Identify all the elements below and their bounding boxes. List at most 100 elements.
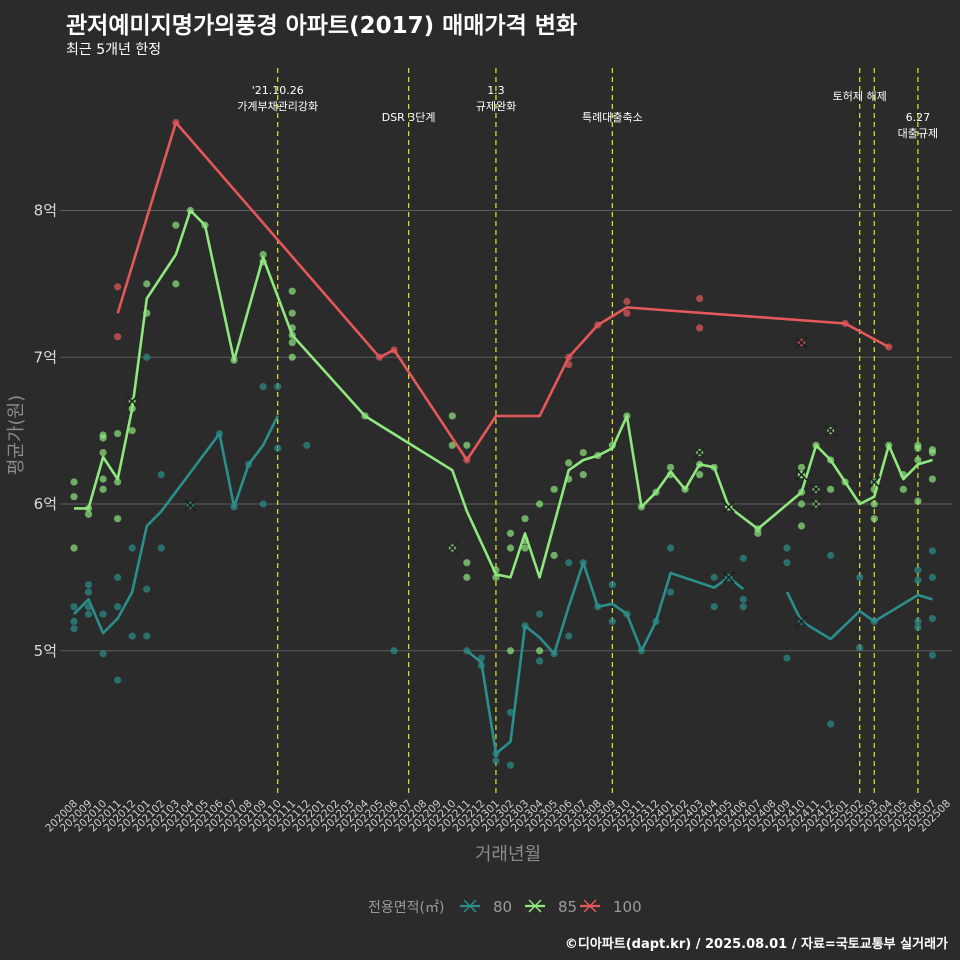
series-line [74, 209, 933, 579]
data-point [928, 547, 937, 555]
data-series [70, 118, 937, 769]
data-point [143, 632, 151, 640]
cross-stroke [824, 424, 837, 437]
data-point [84, 610, 93, 618]
data-point [99, 610, 107, 618]
data-point [696, 294, 704, 303]
data-point [70, 493, 78, 501]
data-point [914, 497, 922, 505]
cross-marker [868, 475, 881, 489]
data-point [288, 353, 296, 361]
data-point [448, 441, 456, 449]
data-point [506, 761, 515, 769]
data-point [914, 617, 922, 626]
data-point [928, 449, 937, 457]
data-point [288, 338, 296, 347]
y-tick-label: 6억 [34, 495, 57, 513]
data-point [114, 478, 122, 486]
data-point [914, 566, 922, 574]
data-point [899, 485, 907, 493]
cross-stroke [810, 497, 823, 511]
cross-marker [810, 497, 823, 511]
data-point [870, 500, 878, 508]
series-80 [70, 353, 937, 769]
data-point [666, 588, 675, 596]
legend-items: 80 85 100 [460, 898, 642, 916]
cross-stroke [184, 499, 197, 512]
legend-key-cross [463, 899, 477, 913]
data-point [259, 250, 267, 259]
data-point [70, 625, 78, 633]
event-label: 규제완화 [476, 100, 516, 113]
data-point [536, 657, 544, 665]
cross-marker [184, 499, 197, 512]
data-point [914, 623, 922, 631]
data-point [70, 544, 78, 552]
legend-label: 100 [613, 898, 642, 916]
data-point [550, 551, 558, 559]
legend-item-85: 85 [525, 898, 577, 916]
y-tick-label: 8억 [34, 202, 57, 220]
data-point [739, 554, 747, 562]
data-point [928, 573, 937, 581]
data-point [579, 471, 587, 479]
data-point [506, 708, 515, 716]
series-line [116, 121, 890, 462]
data-point [463, 559, 471, 567]
event-label: 특례대출축소 [582, 111, 643, 124]
data-point [143, 585, 151, 593]
chart-subtitle: 최근 5개년 한정 [66, 42, 162, 58]
cross-marker [795, 468, 808, 481]
data-point [288, 309, 296, 317]
data-point [754, 529, 762, 537]
series-line [73, 415, 279, 635]
data-point [565, 632, 573, 640]
cross-marker [795, 336, 808, 349]
data-point [783, 654, 791, 662]
data-point [492, 757, 500, 765]
cross-stroke [795, 615, 808, 628]
cross-marker [722, 500, 735, 513]
data-point [783, 544, 791, 552]
data-point [928, 475, 937, 483]
y-axis-title: 평균가(원) [6, 395, 27, 475]
data-point [928, 651, 937, 659]
data-point [99, 650, 107, 658]
data-point [259, 500, 267, 508]
data-point [536, 647, 544, 655]
event-label: '21.10.26 [252, 84, 304, 97]
cross-marker [824, 424, 837, 437]
data-point [623, 309, 631, 317]
data-point [448, 412, 456, 420]
legend-key-cross [583, 899, 597, 913]
series-100 [114, 118, 893, 464]
data-point [70, 617, 78, 626]
legend-item-100: 100 [580, 898, 642, 916]
data-point [856, 573, 864, 581]
data-point [506, 529, 515, 537]
data-point [274, 444, 282, 452]
cross-stroke [126, 395, 139, 408]
cross-stroke [868, 475, 881, 489]
data-point [128, 427, 136, 435]
chart-title: 관저예미지명가의풍경 아파트(2017) 매매가격 변화 [66, 13, 578, 39]
cross-stroke [795, 468, 808, 481]
data-point [565, 459, 573, 467]
cross-stroke [795, 336, 808, 349]
data-point [84, 510, 93, 518]
cross-stroke [810, 483, 823, 496]
data-point [463, 441, 471, 449]
data-point [303, 441, 311, 449]
cross-marker [810, 483, 823, 496]
data-point [506, 544, 515, 552]
event-label: 1.3 [487, 84, 505, 97]
data-point [521, 544, 529, 552]
event-label: 대출규제 [898, 127, 938, 140]
data-point [274, 383, 282, 391]
data-point [114, 333, 122, 341]
data-point [536, 610, 544, 618]
data-point [114, 283, 122, 291]
legend-title: 전용면적(㎡) [368, 900, 444, 916]
data-point [870, 515, 878, 523]
data-point [70, 478, 78, 486]
